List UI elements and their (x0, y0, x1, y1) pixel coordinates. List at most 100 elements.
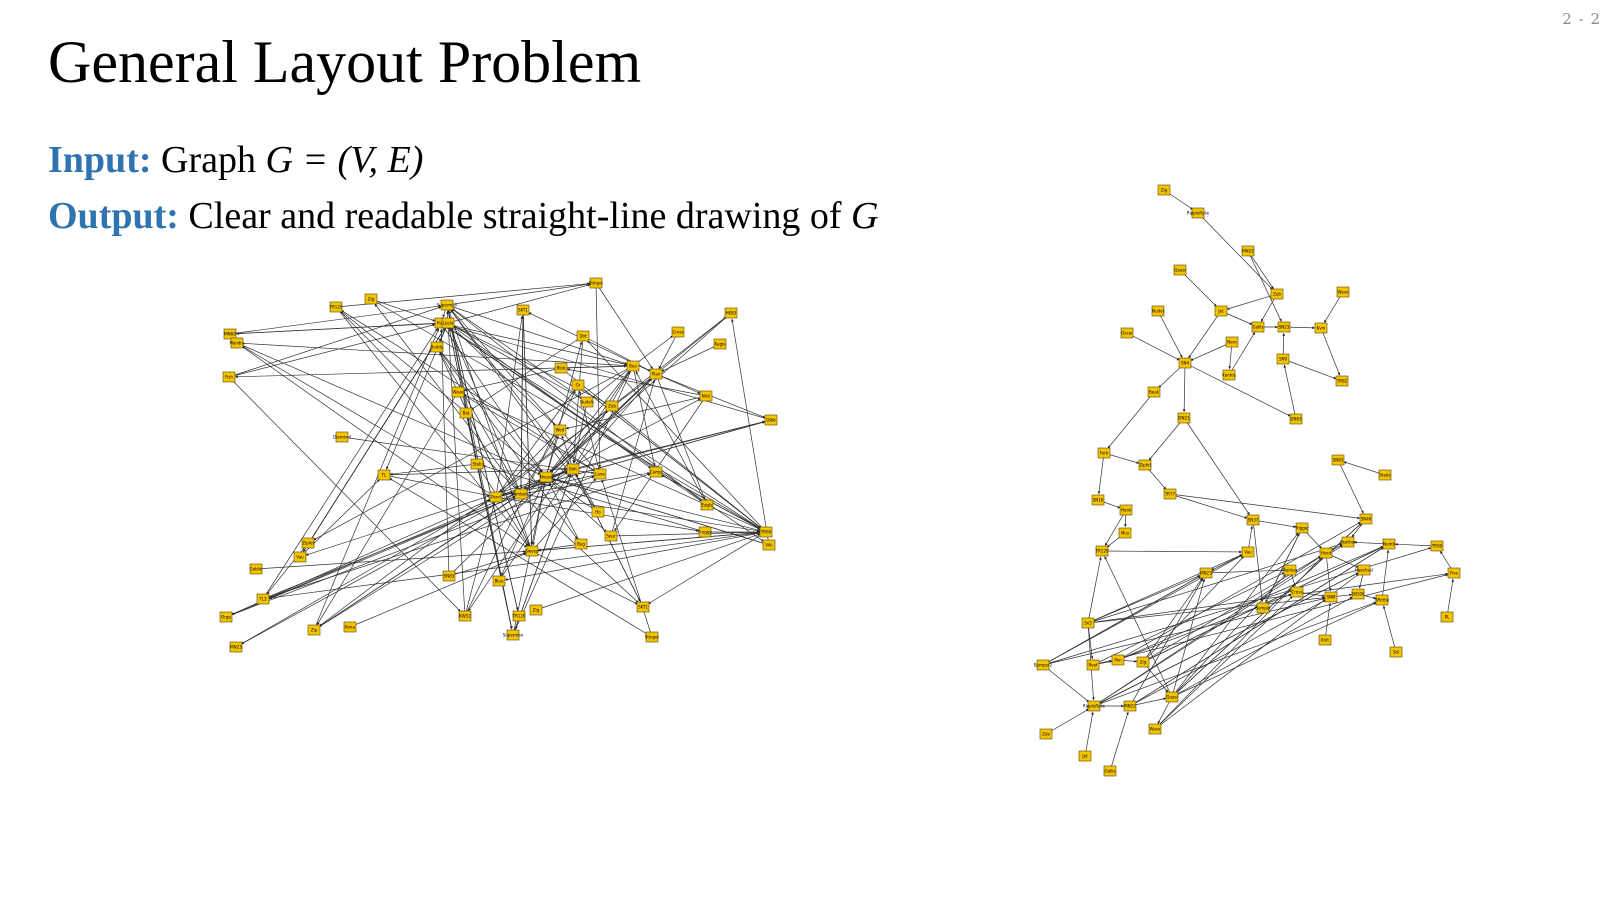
right-graph-node-box (1119, 504, 1133, 516)
left-graph-edge (446, 282, 591, 306)
right-graph-node-label: SN46 (1361, 517, 1372, 522)
left-graph-node-label: Vau (296, 555, 304, 560)
output-math: G (851, 195, 879, 237)
left-graph-edge (316, 391, 459, 626)
left-graph-node-label: Stinger (589, 281, 604, 286)
right-graph-node: Sn5 (1081, 617, 1095, 629)
left-graph-edge (655, 373, 706, 500)
right-graph-edge (1184, 362, 1291, 417)
right-graph-node: Ripplefluke (1187, 207, 1210, 219)
left-graph-edge (349, 552, 527, 628)
right-graph-edge (1101, 550, 1243, 554)
right-graph-node-box (1324, 591, 1338, 603)
right-graph-node-box (1225, 336, 1239, 348)
output-definition: Output: Clear and readable straight-line… (48, 194, 879, 238)
left-graph-edge (591, 365, 634, 399)
right-graph-node: SNM (1324, 591, 1338, 603)
right-graph-node: SN23 (1277, 321, 1291, 333)
left-graph-node-label: SKT1 (638, 605, 648, 610)
left-graph-node-box (566, 463, 580, 475)
right-graph-node-label: Ripplefluke (1083, 704, 1106, 709)
left-graph-node: Pend (489, 491, 503, 503)
left-graph-edge (731, 318, 770, 546)
right-graph-edge (1205, 568, 1285, 574)
right-graph-edge (1228, 331, 1256, 376)
left-graph-edge (550, 480, 599, 513)
right-graph-node-box (1270, 288, 1284, 300)
right-graph-node: DN63 (1289, 413, 1303, 425)
right-graph-node: Topless (1282, 564, 1297, 576)
left-graph-node-label: Ho (595, 510, 601, 515)
left-graph-node-label: Bolt (569, 467, 577, 472)
left-graph-node: SKT1 (636, 601, 650, 613)
left-graph-node-label: Goblin (250, 567, 263, 572)
left-graph-node-label: Bug (577, 542, 585, 547)
left-graph-edge (586, 340, 767, 533)
left-graph-edge (549, 365, 634, 473)
left-graph-node-label: Superman (503, 633, 524, 638)
left-graph-node-box (219, 611, 233, 623)
right-graph-node: Zipfel (1138, 459, 1152, 471)
right-graph-edge (1247, 250, 1282, 322)
left-graph-edge (655, 373, 701, 394)
right-graph-node-box (1314, 322, 1328, 334)
left-graph-node: Sour (604, 530, 618, 542)
left-graph-node: Kagis (713, 338, 727, 350)
left-graph-edge (501, 476, 547, 576)
right-graph-node-label: SN83 (1333, 458, 1344, 463)
left-graph-node-label: Zeb (608, 404, 616, 409)
left-graph-node: Orga (219, 611, 233, 623)
left-graph-node-box (430, 341, 444, 353)
right-graph-node: Knit (1318, 634, 1332, 646)
right-graph-node: Jet (1078, 750, 1092, 762)
left-graph-edge (228, 376, 462, 612)
right-graph-node: SN4 (1178, 357, 1192, 369)
left-graph-node-box (713, 338, 727, 350)
left-graph-node-label: Superman (437, 303, 458, 308)
right-graph-node-label: Jet (1081, 754, 1088, 759)
right-graph-edge (1197, 212, 1274, 290)
left-graph-node: Stinger (589, 277, 604, 289)
left-graph-node-box (229, 641, 243, 653)
right-graph-node: Fork (1097, 447, 1111, 459)
left-graph-node-label: Leela (443, 321, 454, 326)
left-graph-edge (614, 395, 707, 532)
right-graph-node-box (1246, 514, 1260, 526)
left-graph-node-box (553, 424, 567, 436)
left-graph-node: Wolf (553, 424, 567, 436)
left-graph-edge (370, 298, 436, 322)
left-graph-edge (498, 473, 570, 582)
left-graph-edge (610, 530, 761, 537)
left-graph-edge (235, 322, 442, 335)
left-graph-edge (313, 328, 440, 631)
left-graph-node-box (576, 330, 590, 342)
right-graph-node-label: Kantos (1222, 373, 1236, 378)
right-graph-node-box (1157, 184, 1171, 196)
left-graph-node-box (329, 301, 343, 313)
right-graph-node: Wave (1148, 723, 1162, 735)
right-graph-node-label: PL (1445, 615, 1450, 620)
right-graph-node: Kvin (1314, 322, 1328, 334)
right-graph-node: Jet (1214, 305, 1228, 317)
left-graph-edge (335, 306, 542, 474)
left-graph-node: Vau (293, 551, 307, 563)
left-graph-node: Blob (554, 362, 568, 374)
left-graph-node-box (580, 396, 594, 408)
right-graph-node-box (1251, 321, 1265, 333)
left-graph-node-label: Blob (557, 366, 566, 371)
right-graph-edge (1183, 417, 1250, 516)
right-graph-node-box (1091, 494, 1105, 506)
left-graph-node-box (591, 506, 605, 518)
left-graph-node-box (649, 368, 663, 380)
left-graph-node: Zeb (605, 400, 619, 412)
right-graph-edge (1169, 493, 1248, 519)
right-graph-edge (1394, 542, 1438, 547)
left-graph-node-label: Nudels (580, 400, 594, 405)
right-graph-node-label: Stabs (1379, 473, 1390, 478)
left-graph-edge (450, 309, 599, 513)
right-graph-node: Wave (1336, 286, 1350, 298)
left-graph-edge (451, 308, 588, 403)
left-graph-edge (374, 303, 522, 495)
left-graph-node-label: Mandra (229, 341, 245, 346)
right-graph-node-label: SN23 (1279, 325, 1290, 330)
